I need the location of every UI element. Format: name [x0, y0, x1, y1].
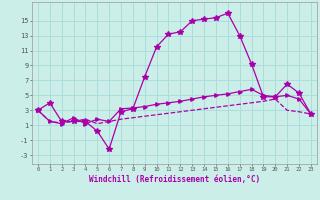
- X-axis label: Windchill (Refroidissement éolien,°C): Windchill (Refroidissement éolien,°C): [89, 175, 260, 184]
